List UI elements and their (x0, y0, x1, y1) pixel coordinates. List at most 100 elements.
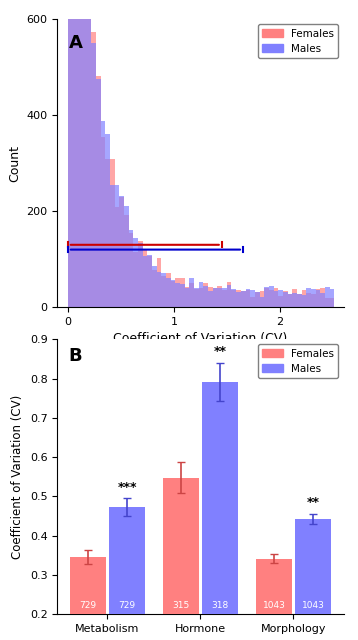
Bar (185, 289, 189, 307)
Bar (311, 294, 316, 307)
Bar (115, 185, 119, 307)
Bar (124, 214, 129, 307)
Bar (171, 281, 175, 307)
Bar (166, 273, 171, 307)
Bar (110, 185, 115, 307)
Bar (283, 292, 287, 307)
Bar (96, 76, 101, 307)
Text: 318: 318 (211, 602, 229, 611)
Bar (175, 278, 180, 307)
Bar (91, 44, 96, 307)
Bar (189, 283, 194, 307)
Bar (208, 287, 213, 307)
Bar (161, 273, 166, 307)
Bar (217, 288, 222, 307)
Bar (260, 296, 264, 307)
Bar (241, 291, 246, 307)
Bar (255, 292, 260, 307)
Bar (297, 294, 301, 307)
Bar (119, 196, 124, 307)
Bar (269, 290, 274, 307)
Text: 729: 729 (118, 602, 136, 611)
Bar (301, 294, 306, 307)
Bar (138, 241, 143, 307)
Bar (203, 286, 208, 307)
Bar (101, 137, 105, 307)
Legend: Females, Males: Females, Males (258, 344, 338, 378)
Text: B: B (69, 348, 82, 365)
Bar (133, 252, 138, 307)
Bar (287, 294, 292, 307)
Bar (320, 289, 325, 307)
Text: A: A (69, 34, 83, 52)
Text: **: ** (306, 496, 319, 509)
Bar (222, 289, 227, 307)
Bar (77, 0, 82, 307)
Bar (87, 0, 91, 307)
Bar (274, 287, 278, 307)
Bar (101, 121, 105, 307)
Bar (105, 134, 110, 307)
Bar (96, 79, 101, 307)
Text: 1043: 1043 (301, 602, 324, 611)
Bar (301, 291, 306, 307)
Bar (297, 294, 301, 307)
Bar (306, 288, 311, 307)
Bar (256, 559, 292, 640)
Bar (189, 278, 194, 307)
Bar (260, 291, 264, 307)
Bar (143, 256, 147, 307)
Bar (180, 284, 185, 307)
Bar (138, 243, 143, 307)
Bar (68, 0, 73, 307)
Bar (255, 292, 260, 307)
Bar (91, 32, 96, 307)
Bar (119, 197, 124, 307)
Bar (152, 270, 157, 307)
Bar (171, 280, 175, 307)
Bar (330, 298, 334, 307)
Bar (250, 297, 255, 307)
Bar (109, 507, 145, 640)
Bar (232, 290, 236, 307)
Bar (246, 289, 250, 307)
Bar (73, 0, 77, 307)
Bar (166, 278, 171, 307)
Legend: Females, Males: Females, Males (258, 24, 338, 58)
Bar (175, 283, 180, 307)
Bar (199, 287, 203, 307)
Y-axis label: Coefficient of Variation (CV): Coefficient of Variation (CV) (11, 395, 24, 559)
Bar (306, 293, 311, 307)
Text: 729: 729 (79, 602, 97, 611)
Text: **: ** (213, 345, 227, 358)
Bar (129, 233, 133, 307)
Bar (202, 381, 238, 640)
Bar (316, 289, 320, 307)
Bar (320, 293, 325, 307)
Bar (227, 282, 232, 307)
Bar (316, 290, 320, 307)
Bar (278, 290, 283, 307)
Bar (180, 278, 185, 307)
Bar (213, 289, 217, 307)
Bar (283, 291, 287, 307)
Bar (311, 289, 316, 307)
Bar (82, 0, 87, 307)
Bar (330, 289, 334, 307)
Bar (68, 0, 73, 307)
Bar (87, 0, 91, 307)
Bar (147, 256, 152, 307)
Bar (77, 0, 82, 307)
Bar (232, 289, 236, 307)
Bar (110, 159, 115, 307)
Bar (287, 294, 292, 307)
Bar (292, 289, 297, 307)
Bar (278, 296, 283, 307)
Bar (157, 271, 161, 307)
Bar (246, 290, 250, 307)
X-axis label: Coefficient of Variation (CV): Coefficient of Variation (CV) (113, 332, 287, 346)
Bar (157, 258, 161, 307)
Bar (208, 291, 213, 307)
Bar (124, 206, 129, 307)
Bar (269, 286, 274, 307)
